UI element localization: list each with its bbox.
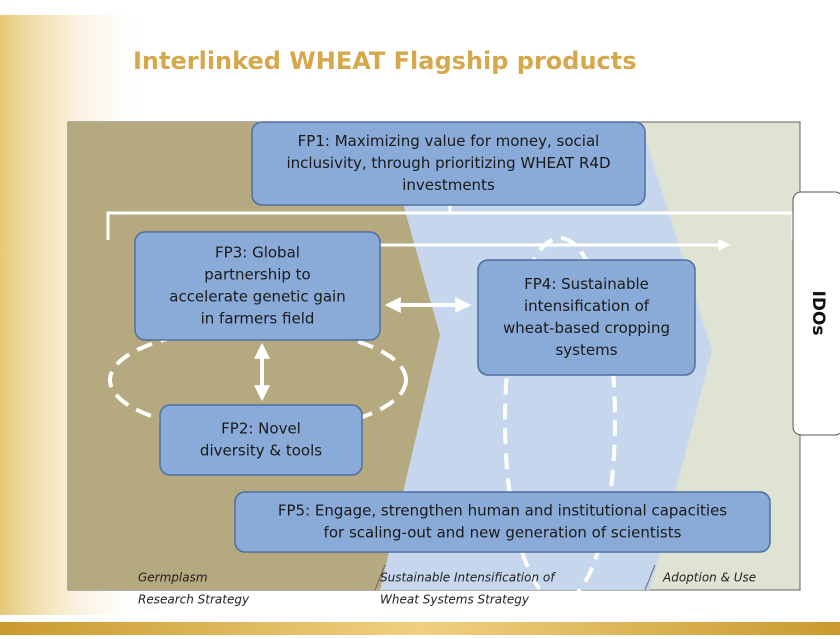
divider bbox=[374, 564, 386, 591]
flagship-box bbox=[159, 404, 363, 476]
flagship-label: FP3: Global bbox=[215, 244, 300, 262]
dashed-loop bbox=[108, 326, 408, 434]
strategy-label: Wheat Systems Strategy bbox=[380, 593, 530, 607]
flagship-box bbox=[134, 231, 381, 341]
flagship-label: diversity & tools bbox=[200, 442, 322, 460]
flagship-box bbox=[477, 259, 696, 376]
flagship-label: in farmers field bbox=[201, 310, 315, 328]
flagship-label: inclusivity, through prioritizing WHEAT … bbox=[286, 154, 610, 172]
content: FP1: Maximizing value for money, social i… bbox=[134, 121, 771, 607]
flagship-label: investments bbox=[402, 176, 495, 194]
flagship-box bbox=[234, 491, 771, 553]
strategy-label: Adoption & Use bbox=[662, 571, 756, 585]
strategy-label: Germplasm bbox=[138, 571, 208, 585]
flagship-label: FP1: Maximizing value for money, social bbox=[298, 132, 600, 150]
flagship-label: intensification of bbox=[524, 297, 650, 315]
divider bbox=[644, 564, 656, 591]
strategy-label: Research Strategy bbox=[138, 593, 250, 607]
outcome-box bbox=[792, 191, 840, 436]
strategy-label: Sustainable Intensification of bbox=[380, 571, 556, 585]
bottom-bar bbox=[0, 622, 840, 635]
flagship-label: systems bbox=[555, 341, 617, 359]
flagship-label: partnership to bbox=[204, 266, 311, 284]
flagship-label: FP4: Sustainable bbox=[524, 275, 649, 293]
dashed-loop bbox=[503, 236, 617, 604]
title: Interlinked WHEAT Flagship products bbox=[133, 47, 637, 75]
flagship-label: FP5: Engage, strengthen human and instit… bbox=[278, 502, 727, 520]
flagship-label: FP2: Novel bbox=[221, 420, 301, 438]
flagship-label: wheat-based cropping bbox=[503, 319, 670, 337]
flagship-label: for scaling-out and new generation of sc… bbox=[324, 524, 682, 542]
flagship-label: accelerate genetic gain bbox=[169, 288, 345, 306]
flagship-box bbox=[251, 121, 646, 206]
outcome-label: IDOs bbox=[808, 290, 828, 335]
